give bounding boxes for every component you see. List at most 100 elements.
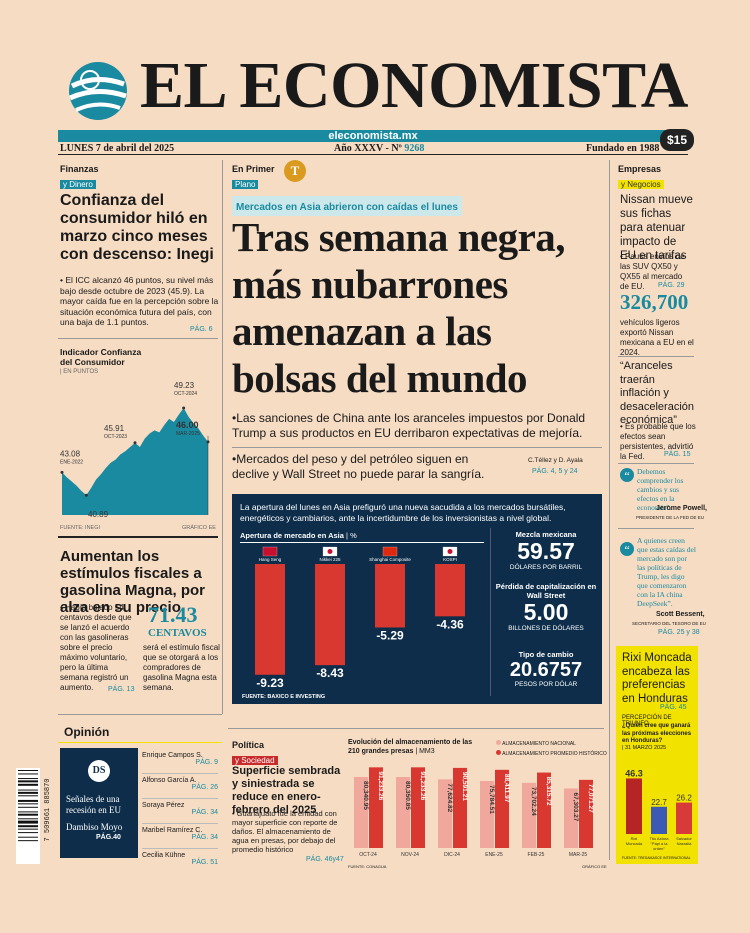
poll-category-label: orden" [653,846,665,851]
right-headline[interactable]: Nissan mueve sus fichas para atenuar imp… [620,194,693,262]
rixi-page[interactable]: PÁG. 45 [660,704,687,711]
barcode-bar [18,773,38,775]
rixi-headline[interactable]: Rixi Moncada encabeza las preferencias e… [622,652,692,705]
barcode-bar [18,818,38,820]
dams-category-label: FEB-25 [528,852,545,858]
opinion-item[interactable]: Enrique Campos S. PÁG. 9 [142,752,218,774]
center-bullet-1: •Las sanciones de China ante los arancel… [232,411,586,440]
dams-value-label: 91,233.26 [419,771,426,800]
asia-source: FUENTE: BAXICO E INVESTING [242,694,326,700]
asia-bar [375,564,405,628]
quote-icon-2: “ [620,542,634,557]
center-byline: C.Téllez y D. Ayala [528,457,583,464]
dams-legend-2: ALMACENAMIENTO PROMEDIO HISTÓRICO [496,750,607,757]
bessent-page[interactable]: PÁG. 25 y 38 [658,629,700,636]
opinion-feature-page: PÁG.40 [96,834,121,841]
dams-chart: 80,340.95 91,233.26 OCT-24 80,350.85 91,233.… [354,767,594,858]
nissan-figure-note: vehículos ligeros exportó Nissan mexican… [620,318,694,357]
masthead-url[interactable]: eleconomista.mx [328,130,418,142]
ds-logo-icon: DS [88,760,110,782]
opinion-list: Enrique Campos S. PÁG. 9 Alfonso García A… [142,752,218,874]
barcode-bar [18,806,38,808]
asia-bars-chart: Hang Seng -9.23 Nikkei 225 -8.43 Shanghai Co… [255,546,465,690]
cc-value-label: 43.08 [60,449,81,458]
barcode-bar [18,820,38,824]
cc-credit: GRÁFICO EE [182,525,216,531]
nissan-figure: 326,700 [620,290,689,314]
center-kicker[interactable]: Mercados en Asia abrieron con caídas el … [232,196,462,216]
poll-category-label: Salvador [676,836,692,841]
dams-bar [564,788,578,848]
poll-category-label: Moncada [626,841,643,846]
politica-headline[interactable]: Superficie sembrada y siniestrada se red… [232,765,341,816]
cc-point [133,441,137,445]
asia-value-label: -5.29 [376,628,404,642]
gas-headline[interactable]: Aumentan los estímulos fiscales a gasoli… [60,548,206,616]
asia-value-label: -9.23 [256,676,284,690]
gas-unit: CENTAVOS [148,627,207,639]
cc-value-label: 49.23 [174,381,195,390]
asia-value-label: -8.43 [316,666,344,680]
powell-role: PRESIDENTE DE LA FED DE EU [636,515,705,520]
dams-value-label: 88,411.97 [503,774,510,803]
barcode-bar [18,791,38,794]
barcode-bar [18,803,38,805]
asia-category-label: Hang Seng [259,557,282,562]
right-body: • Pausa envíos de las SUV QX50 y QX55 al… [620,252,685,291]
asia-category-label: Shanghai Composite [369,557,411,562]
dams-bar [369,767,383,848]
fed-quote-body: • Es probable que los efectos sean persi… [620,422,696,461]
politica-section-tag: Política y Sociedad [232,740,278,768]
logo-globe-icon [66,60,130,122]
stat-oil: Mezcla mexicana 59.57 DÓLARES POR BARRIL [509,530,583,571]
dams-bar [579,779,593,848]
left-page[interactable]: PÁG. 6 [190,326,213,333]
fed-page[interactable]: PÁG. 15 [664,451,691,458]
flag-icon [262,546,278,557]
left-section-tag: Finanzas y Dinero [60,164,99,189]
powell-name: Jerome Powell, [656,505,707,512]
flag-icon [382,546,398,557]
poll-value-label: 26.2 [676,794,692,803]
cc-point [60,470,64,474]
opinion-item[interactable]: Cecilia Kühne PÁG. 51 [142,852,218,866]
opinion-feature-title: Señales de una recesión en EU [66,794,121,815]
right-page[interactable]: PÁG. 29 [658,282,685,289]
center-section-tag: En Primer Plano [232,164,275,189]
opinion-item[interactable]: Soraya Pérez PÁG. 34 [142,802,218,824]
dams-category-label: MAR-25 [569,852,588,858]
opinion-feature-author: Dambiso Moyo [66,822,123,832]
dams-title: Evolución del almacenamiento de las 210 … [348,739,473,755]
politica-page[interactable]: PÁG. 46y47 [306,856,344,863]
cc-area [62,408,208,515]
barcode-bar [18,795,38,797]
cc-chart-unit: | EN PUNTOS [60,369,99,375]
fed-quote[interactable]: “Aranceles traerán inflación y desaceler… [620,360,694,426]
masthead-founded: Fundado en 1988 [586,143,660,154]
dams-credit: GRÁFICO EE [582,864,607,869]
gas-page[interactable]: PÁG. 13 [108,686,135,693]
opinion-item[interactable]: Alfonso García A. PÁG. 26 [142,777,218,799]
center-byline-page[interactable]: PÁG. 4, 5 y 24 [532,468,578,475]
poll-value-label: 46.3 [625,768,643,778]
dams-bar [411,767,425,848]
asia-category-label: Nikkei 225 [319,557,341,562]
markets-intro: La apertura del lunes en Asia prefiguró … [240,502,566,523]
dams-bar [453,767,467,848]
asia-category-label: KOSPI [443,557,457,562]
main-headline[interactable]: Tras semana negra, más nubarrones amenaz… [232,214,566,401]
left-headline[interactable]: Confianza del consumidor hiló en marzo c… [60,192,214,263]
cc-chart: 43.08ENE-202240.89AGO-202245.91OCT-20234… [60,381,210,519]
right-section-tag: Empresas y Negocios [618,164,664,192]
dams-bar [438,779,452,848]
politica-body: • Guanajuato fue la entidad con mayor su… [232,809,338,854]
dams-value-label: 85,315.72 [545,777,552,806]
asia-bar [255,564,285,675]
dams-value-label: 75,784.51 [488,785,495,814]
opinion-item[interactable]: Maribel Ramírez C. PÁG. 34 [142,827,218,849]
poll-bar [676,802,692,834]
opinion-feature[interactable]: DS Señales de una recesión en EU Dambiso… [60,748,138,858]
cc-date-label: MAR-2025 [176,431,200,437]
left-body: • El ICC alcanzó 46 puntos, su nivel más… [60,275,219,327]
poll-category-label: "Papi a la [651,841,669,846]
